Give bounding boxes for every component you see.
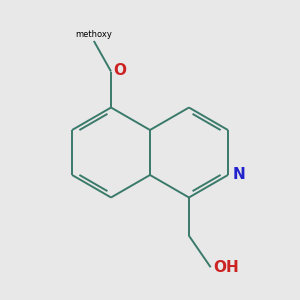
Text: O: O (113, 64, 126, 79)
Text: methoxy: methoxy (75, 30, 112, 39)
Text: N: N (232, 167, 245, 182)
Text: OH: OH (213, 260, 239, 275)
